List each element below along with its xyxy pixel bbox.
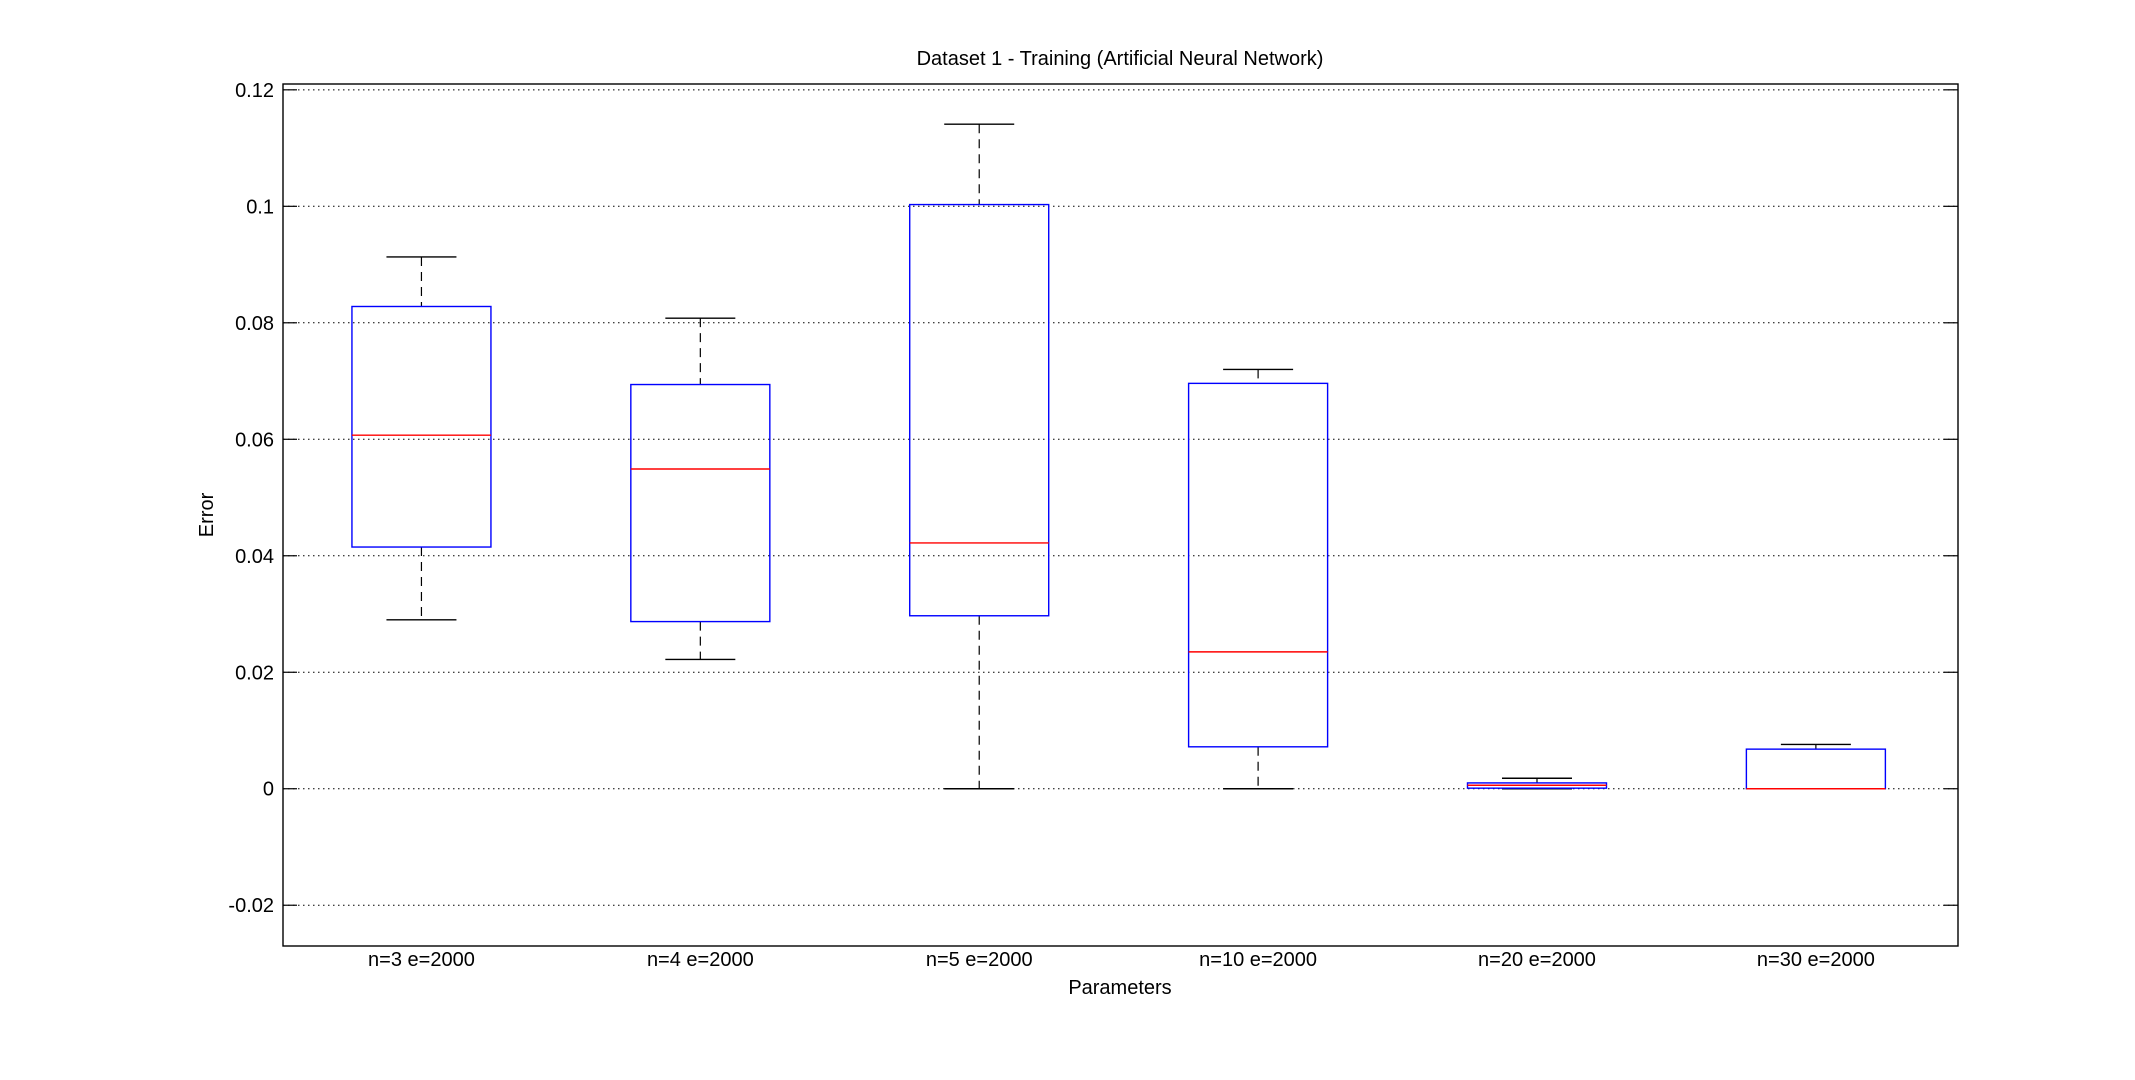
iqr-box bbox=[351, 305, 492, 548]
iqr-box bbox=[909, 203, 1050, 617]
y-tick-label: 0.04 bbox=[235, 546, 274, 568]
y-tick-label: 0.02 bbox=[235, 662, 274, 684]
box-group bbox=[909, 123, 1050, 790]
x-tick-label: n=4 e=2000 bbox=[647, 949, 754, 971]
y-tick-label: 0 bbox=[263, 779, 274, 801]
y-tick-label: 0.12 bbox=[235, 80, 274, 102]
x-tick-label: n=20 e=2000 bbox=[1478, 949, 1596, 971]
plot-area-frame bbox=[282, 83, 1959, 947]
axis-ticks: -0.02 0 0.02 0.04 0.06 0.08 0.1 0.12 n=3 e=2000 n… bbox=[228, 80, 1958, 971]
x-tick-label: n=30 e=2000 bbox=[1757, 949, 1875, 971]
boxes-layer bbox=[351, 123, 1887, 790]
chart-title: Dataset 1 - Training (Artificial Neural … bbox=[917, 48, 1324, 70]
y-axis-label: Error bbox=[196, 492, 218, 537]
x-tick-label: n=10 e=2000 bbox=[1199, 949, 1317, 971]
y-tick-label: 0.1 bbox=[246, 196, 274, 218]
y-tick-label: 0.08 bbox=[235, 313, 274, 335]
grid-lines bbox=[283, 89, 1958, 906]
box-group bbox=[1745, 743, 1887, 790]
iqr-box bbox=[630, 383, 771, 623]
y-tick-label: 0.06 bbox=[235, 429, 274, 451]
x-tick-label: n=5 e=2000 bbox=[926, 949, 1033, 971]
box-group bbox=[1187, 368, 1329, 790]
y-tick-label: -0.02 bbox=[228, 895, 274, 917]
x-axis-label: Parameters bbox=[1068, 977, 1171, 999]
box-group bbox=[1466, 777, 1608, 790]
x-tick-label: n=3 e=2000 bbox=[368, 949, 475, 971]
box-group bbox=[351, 256, 492, 621]
box-group bbox=[630, 317, 771, 661]
iqr-box bbox=[1187, 382, 1329, 748]
